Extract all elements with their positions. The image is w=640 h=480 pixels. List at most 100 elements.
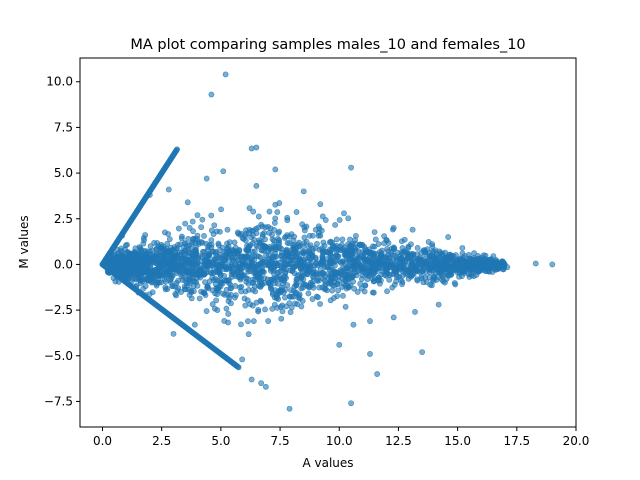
data-point	[238, 288, 245, 295]
x-tick-label: 10.0	[326, 434, 353, 448]
data-point	[225, 263, 232, 270]
data-point	[336, 341, 343, 348]
data-point	[206, 261, 212, 268]
data-point	[182, 220, 189, 227]
data-point	[532, 260, 539, 267]
data-point	[336, 217, 343, 223]
data-point	[153, 251, 160, 258]
data-point	[105, 254, 112, 261]
data-point	[149, 289, 156, 296]
x-tick-label: 12.5	[385, 434, 412, 448]
data-point	[255, 213, 262, 220]
data-point	[132, 255, 138, 262]
data-point	[259, 243, 266, 249]
data-point	[135, 289, 142, 296]
data-point	[119, 232, 125, 239]
data-point	[344, 265, 351, 272]
data-point	[450, 262, 457, 268]
data-point	[399, 279, 406, 285]
data-point	[246, 205, 253, 212]
data-point	[262, 383, 269, 390]
data-point	[435, 274, 441, 280]
data-point	[375, 277, 382, 284]
data-point	[301, 261, 307, 268]
data-point	[349, 273, 356, 280]
data-point	[151, 240, 157, 246]
data-point	[371, 229, 378, 235]
data-point	[423, 279, 430, 286]
data-point	[245, 318, 251, 325]
x-tick-label: 2.5	[152, 434, 171, 448]
data-point	[300, 188, 307, 195]
data-point	[342, 260, 349, 267]
x-tick-label: 20.0	[563, 434, 590, 448]
data-point	[353, 247, 359, 254]
data-point	[282, 294, 288, 301]
data-point	[342, 303, 349, 310]
data-point	[333, 242, 340, 249]
data-point	[274, 209, 281, 215]
data-point	[142, 283, 149, 290]
data-point	[469, 260, 475, 267]
data-point	[410, 271, 417, 278]
data-point	[440, 255, 447, 262]
data-point	[117, 263, 124, 270]
data-point	[211, 222, 218, 229]
data-point	[231, 239, 238, 246]
data-point	[429, 248, 436, 255]
data-point	[206, 250, 212, 257]
data-point	[170, 330, 177, 337]
data-point	[389, 252, 396, 258]
data-point	[549, 261, 556, 268]
data-point	[371, 262, 377, 269]
data-point	[200, 248, 206, 255]
data-point	[305, 264, 312, 271]
data-point	[414, 244, 421, 251]
data-point	[275, 296, 282, 302]
data-point	[146, 192, 153, 198]
data-point	[214, 285, 221, 291]
y-tick-label: −5.0	[44, 349, 73, 363]
x-tick-label: 15.0	[444, 434, 471, 448]
data-point	[317, 301, 323, 307]
data-point	[235, 364, 242, 371]
data-point	[342, 252, 349, 259]
data-point	[244, 297, 251, 304]
data-point	[106, 259, 113, 266]
data-point	[229, 256, 236, 263]
data-point	[480, 252, 487, 259]
data-point	[327, 297, 334, 304]
data-point	[187, 246, 194, 252]
data-point	[201, 233, 207, 239]
data-point	[165, 186, 172, 193]
data-point	[202, 292, 209, 298]
data-point	[290, 237, 297, 244]
data-point	[374, 371, 381, 377]
data-point	[324, 264, 330, 271]
data-point	[174, 146, 180, 153]
y-tick-label: −2.5	[44, 303, 73, 317]
data-point	[268, 259, 274, 265]
data-point	[203, 240, 210, 247]
data-point	[208, 212, 215, 219]
data-point	[194, 259, 201, 266]
data-point	[351, 285, 358, 292]
data-point	[461, 253, 468, 259]
data-point	[234, 229, 241, 236]
data-point	[225, 319, 231, 326]
data-point	[153, 266, 160, 273]
data-point	[399, 255, 406, 262]
y-tick-label: 2.5	[54, 212, 73, 226]
data-point	[188, 295, 195, 302]
data-point	[299, 298, 306, 304]
data-point	[208, 237, 215, 244]
data-point	[409, 226, 416, 233]
data-point	[309, 296, 316, 302]
data-point	[445, 234, 452, 240]
data-point	[136, 258, 142, 265]
data-point	[178, 273, 185, 280]
data-point	[337, 246, 344, 253]
data-point	[429, 243, 436, 250]
y-axis: −7.5 −5.0 −2.5 0.0 2.5 5.0 7.5 10.0	[44, 75, 80, 408]
data-point	[305, 249, 312, 256]
